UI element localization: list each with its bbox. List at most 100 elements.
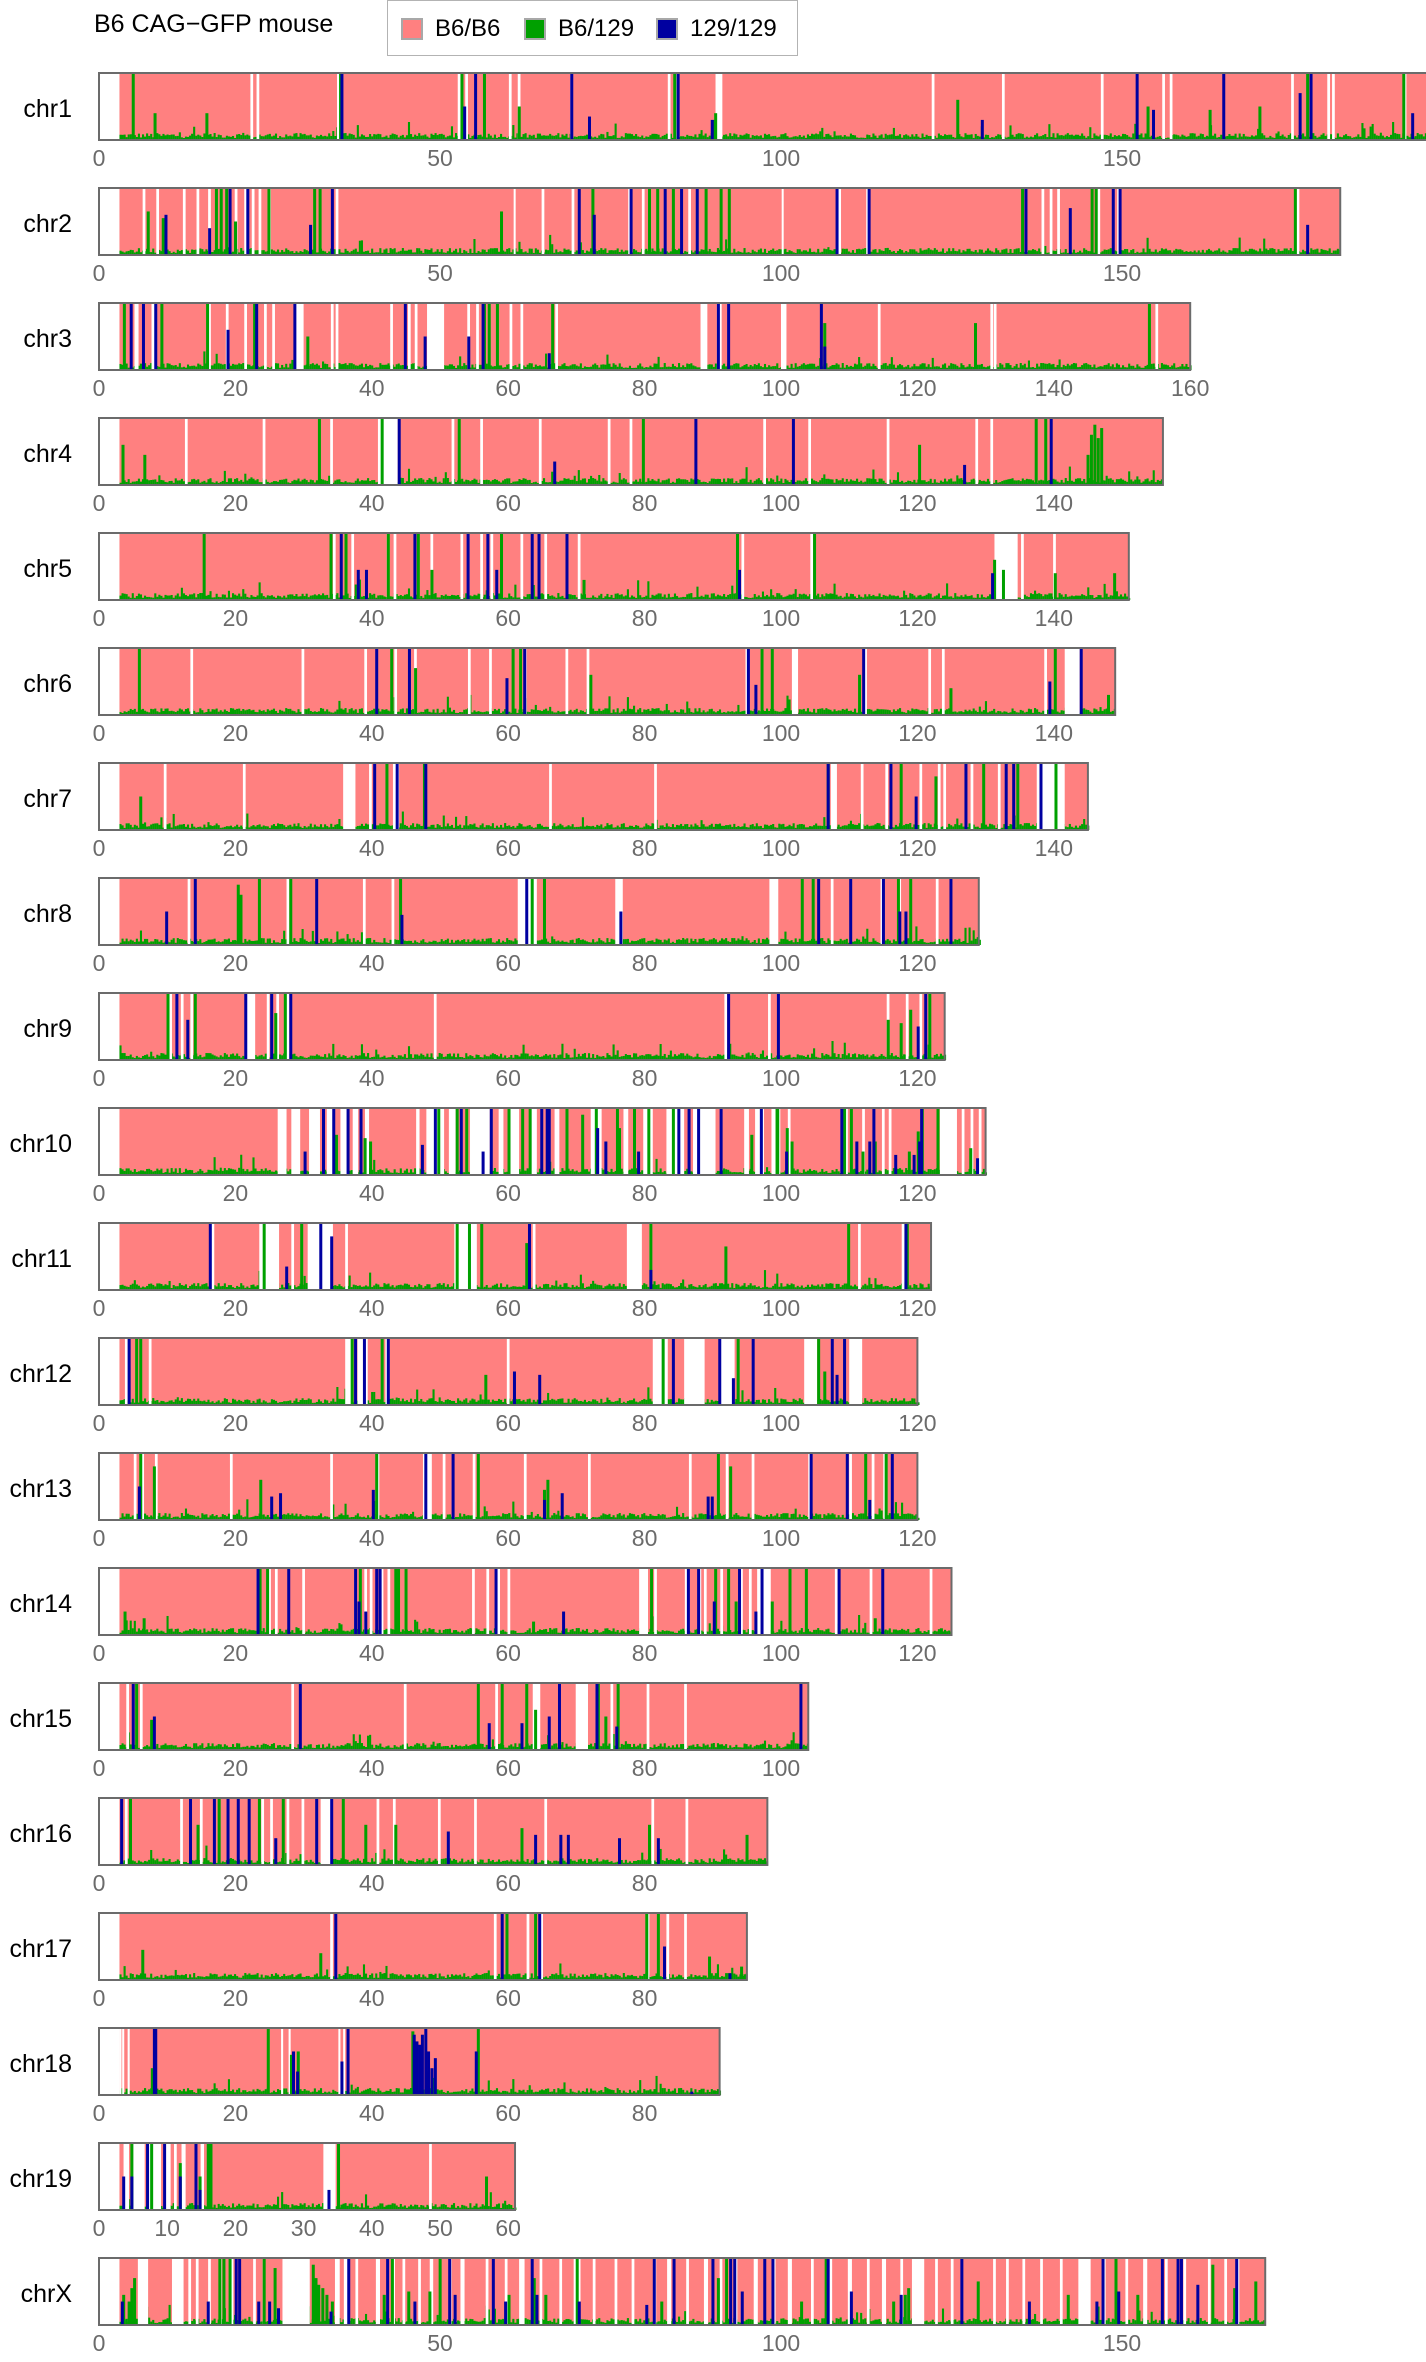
het-baseline-bar <box>606 354 609 370</box>
het-baseline-bar <box>123 711 126 715</box>
het-baseline-bar <box>635 250 638 255</box>
het-baseline-bar <box>162 480 165 485</box>
het-baseline-bar <box>371 942 374 945</box>
het-baseline-bar <box>851 711 855 715</box>
het-baseline-bar <box>943 478 947 485</box>
het-baseline-bar <box>322 250 325 255</box>
het-baseline-bar <box>242 942 245 945</box>
het-baseline-bar <box>502 367 505 370</box>
het-baseline-bar <box>874 249 877 255</box>
het-baseline-bar <box>270 366 273 370</box>
het-baseline-bar <box>915 482 918 485</box>
het-baseline-bar <box>659 367 662 370</box>
het-baseline-bar <box>360 480 363 485</box>
het-baseline-bar <box>608 942 611 945</box>
het-baseline-bar <box>1042 480 1045 485</box>
het-baseline-bar <box>903 482 906 485</box>
het-baseline-bar <box>567 942 570 945</box>
het-baseline-bar <box>528 711 531 715</box>
het-baseline-bar <box>1083 819 1086 830</box>
het-baseline-bar <box>293 252 296 255</box>
het-baseline-bar <box>342 133 345 140</box>
het-baseline-bar <box>622 478 625 485</box>
het-baseline-bar <box>696 942 699 945</box>
het-baseline-bar <box>502 597 505 600</box>
het-baseline-bar <box>1126 596 1129 600</box>
het-baseline-bar <box>193 710 196 715</box>
het-baseline-bar <box>823 940 826 945</box>
het-baseline-bar <box>246 364 249 370</box>
het-b6-129-bar <box>671 188 675 255</box>
het-baseline-bar <box>982 366 985 370</box>
het-baseline-bar <box>587 597 591 600</box>
het-baseline-bar <box>1302 249 1305 255</box>
het-baseline-bar <box>219 597 222 600</box>
no-data-gap <box>781 188 784 255</box>
het-baseline-bar <box>1060 367 1063 370</box>
het-b6-129-bar <box>1096 438 1100 485</box>
het-baseline-bar <box>901 941 904 945</box>
het-baseline-bar <box>763 711 767 715</box>
het-baseline-bar <box>739 251 742 255</box>
het-baseline-bar <box>796 136 799 140</box>
het-baseline-bar <box>682 709 685 715</box>
het-baseline-bar <box>794 136 797 140</box>
het-baseline-bar <box>534 364 537 370</box>
het-baseline-bar <box>502 480 505 485</box>
het-baseline-bar <box>1236 248 1239 255</box>
het-baseline-bar <box>297 596 300 600</box>
het-baseline-bar <box>745 252 748 255</box>
track-frame <box>98 417 1164 486</box>
het-baseline-bar <box>154 252 157 255</box>
het-baseline-bar <box>1269 248 1272 255</box>
het-baseline-bar <box>667 826 670 830</box>
het-baseline-bar <box>858 137 861 140</box>
het-baseline-bar <box>980 594 983 600</box>
het-b6-129-bar <box>982 763 986 830</box>
het-baseline-bar <box>594 136 597 140</box>
het-baseline-bar <box>1093 597 1096 600</box>
het-baseline-bar <box>937 251 940 255</box>
het-baseline-bar <box>622 367 625 370</box>
het-baseline-bar <box>199 593 202 600</box>
het-baseline-bar <box>1226 136 1229 140</box>
het-baseline-bar <box>1085 363 1088 370</box>
het-baseline-bar <box>960 363 963 370</box>
het-baseline-bar <box>369 938 372 945</box>
het-baseline-bar <box>712 938 715 945</box>
het-baseline-bar <box>633 827 636 830</box>
het-baseline-bar <box>555 941 558 945</box>
het-baseline-bar <box>342 709 345 715</box>
het-baseline-bar <box>931 482 934 485</box>
het-baseline-bar <box>665 366 668 370</box>
het-baseline-bar <box>1105 135 1108 140</box>
het-baseline-bar <box>768 825 771 830</box>
chromosome-track-chr1: chr10 50 100 150 <box>23 72 1426 171</box>
het-baseline-bar <box>870 941 873 945</box>
het-baseline-bar <box>395 252 398 255</box>
het-baseline-bar <box>986 134 990 140</box>
het-baseline-bar <box>489 248 492 255</box>
het-baseline-bar <box>389 825 392 830</box>
het-baseline-bar <box>133 708 136 715</box>
het-baseline-bar <box>469 137 472 140</box>
het-baseline-bar <box>731 938 734 945</box>
het-baseline-bar <box>941 595 945 600</box>
het-baseline-bar <box>279 1054 282 1060</box>
het-baseline-bar <box>935 249 938 255</box>
het-baseline-bar <box>616 708 619 715</box>
het-baseline-bar <box>575 365 578 370</box>
het-baseline-bar <box>680 1053 683 1060</box>
het-baseline-bar <box>1373 133 1376 140</box>
het-baseline-bar <box>367 824 370 830</box>
het-baseline-bar <box>966 366 969 370</box>
het-baseline-bar <box>362 1053 366 1060</box>
het-baseline-bar <box>1001 364 1004 370</box>
het-baseline-bar <box>334 366 337 370</box>
het-baseline-bar <box>150 133 153 140</box>
het-baseline-bar <box>964 367 967 370</box>
het-baseline-bar <box>270 136 273 140</box>
het-baseline-bar <box>1079 250 1082 255</box>
het-baseline-bar <box>706 826 709 830</box>
het-baseline-bar <box>843 709 846 715</box>
